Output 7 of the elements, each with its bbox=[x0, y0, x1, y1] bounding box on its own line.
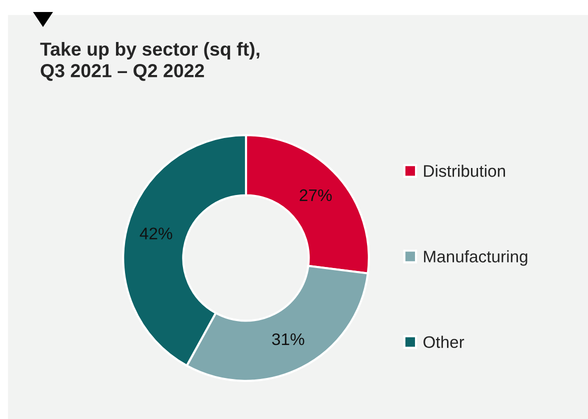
chart-title: Take up by sector (sq ft), Q3 2021 – Q2 2022 bbox=[40, 42, 260, 81]
legend-label: Distribution bbox=[424, 164, 505, 177]
data-label: 42% bbox=[140, 228, 172, 240]
data-label: 31% bbox=[272, 333, 304, 346]
legend-label: Manufacturing bbox=[424, 250, 528, 266]
legend-label: Other bbox=[423, 336, 464, 348]
data-label: 27% bbox=[300, 189, 332, 202]
